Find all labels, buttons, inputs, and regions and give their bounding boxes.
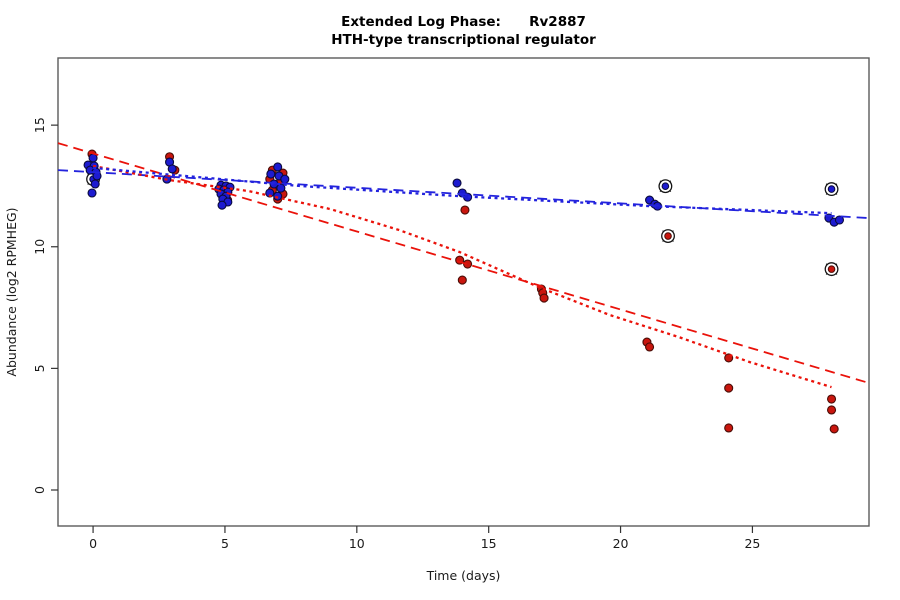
red-point	[457, 275, 467, 285]
y-tick-label: 0	[32, 486, 47, 494]
x-tick-label: 25	[744, 536, 760, 551]
red-point	[460, 205, 470, 215]
red-dashed-fit	[57, 142, 870, 384]
x-tick-label: 10	[349, 536, 365, 551]
red-circled-points	[664, 232, 672, 240]
red-point	[829, 424, 839, 434]
y-tick-label: 5	[32, 364, 47, 372]
x-tick-label: 5	[221, 536, 229, 551]
blue-point	[90, 179, 100, 189]
x-tick-label: 15	[481, 536, 497, 551]
red-point	[826, 394, 837, 404]
y-tick-label: 10	[32, 239, 47, 255]
red-point	[724, 383, 734, 393]
y-tick-label: 15	[32, 117, 47, 133]
x-tick-label: 0	[89, 536, 97, 551]
blue-point	[834, 215, 845, 225]
red-point	[539, 293, 549, 303]
blue-point	[265, 188, 275, 198]
blue-point	[167, 164, 177, 174]
chart-title-line2: HTH-type transcriptional regulator	[331, 32, 596, 48]
x-tick-label: 20	[613, 536, 629, 551]
blue-circled-points	[827, 185, 836, 193]
blue-point	[452, 178, 462, 188]
blue-point	[273, 162, 283, 172]
blue-point	[87, 188, 97, 198]
plot-box	[57, 57, 870, 527]
red-point	[724, 423, 734, 433]
blue-point	[280, 174, 290, 184]
x-axis-label: Time (days)	[426, 568, 501, 583]
blue-point	[217, 200, 227, 210]
chart-title-line1: Extended Log Phase: Rv2887	[341, 14, 586, 30]
red-point	[463, 259, 473, 269]
red-point	[826, 405, 837, 415]
red-circled-points	[827, 265, 836, 273]
blue-point	[273, 191, 283, 201]
blue-circled-points	[661, 182, 670, 190]
red-dotted-fit	[92, 164, 832, 389]
red-point	[645, 342, 655, 352]
y-axis-label: Abundance (log2 RPMHEG)	[4, 207, 19, 376]
blue-point	[266, 169, 276, 179]
blue-point	[276, 183, 286, 193]
